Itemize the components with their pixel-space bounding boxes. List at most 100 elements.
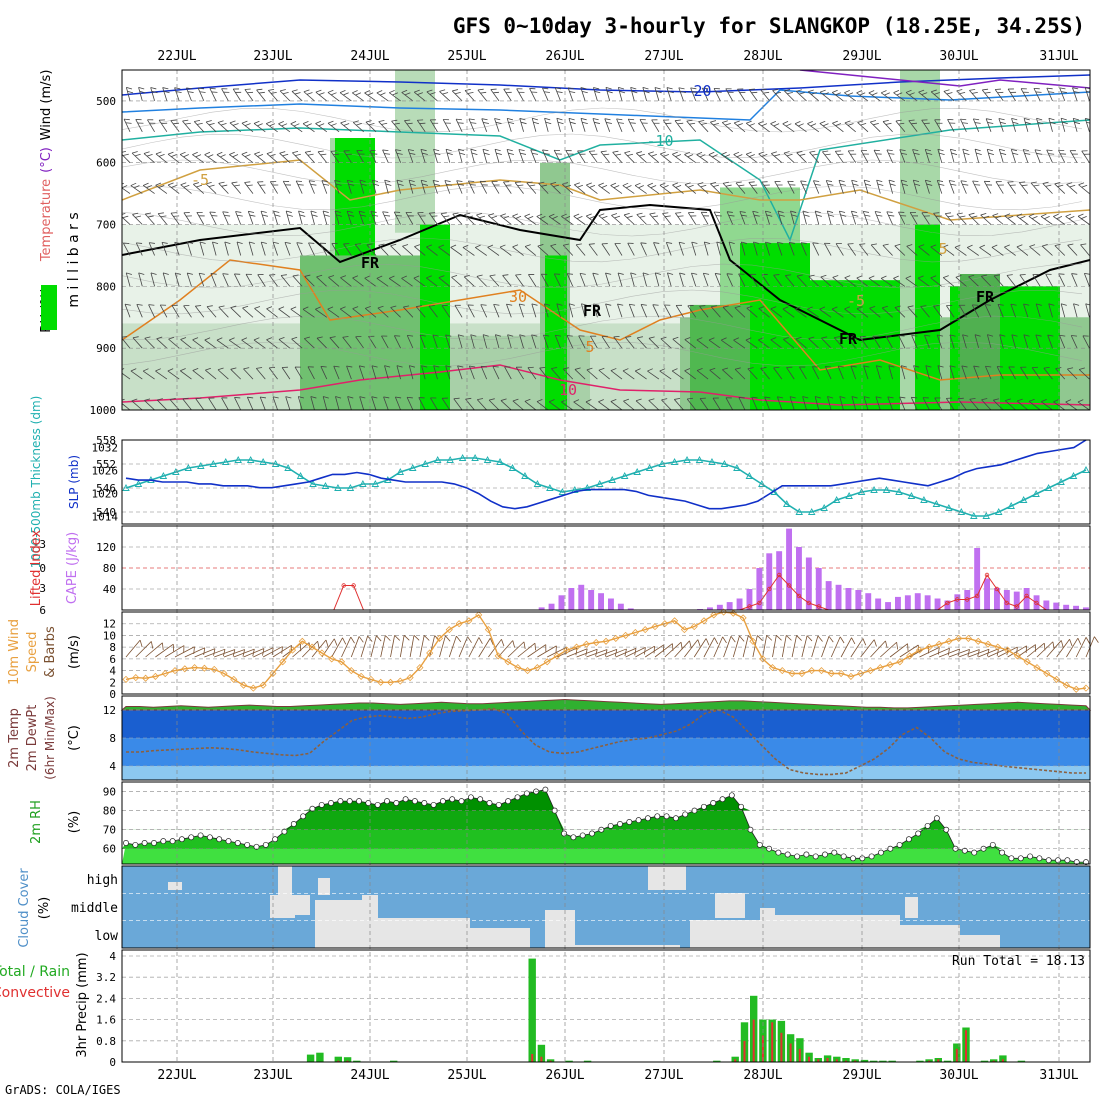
wind-barb [515,274,524,287]
barb-flag [569,303,575,306]
barb-staff [254,153,266,164]
thickness-point [733,464,741,471]
barb-flag [644,647,646,655]
rh-point [1083,859,1089,866]
barb-staff [1006,275,1016,287]
barb-staff [671,370,684,380]
barb-staff [921,212,930,225]
cape-bar [984,578,990,610]
wind-barb [527,366,537,380]
wind-barb [364,306,377,318]
barb-flag [480,304,487,306]
barb-staff [696,370,709,380]
barb-staff [900,179,906,194]
barb-flag [217,367,224,371]
wind-barb [529,88,538,102]
wind-barb [528,274,537,287]
lifted-index-point [965,597,970,602]
wind-barb [969,88,979,102]
barb-flag [885,122,892,125]
barb-staff [733,154,746,164]
wind-barb [382,211,391,225]
precip-total-bar [390,1060,398,1062]
barb-staff [494,149,500,163]
barb-flag [569,91,576,94]
barb-staff [788,242,795,256]
wind-barb [699,305,709,318]
barb-flag [270,181,277,183]
barb-flag [750,273,757,275]
wind-barb [986,334,994,349]
cape-tick-label: 120 [96,541,116,554]
barb-staff [218,183,229,194]
wind-barb [161,242,168,256]
wind-barb [155,368,168,380]
wind-barb [404,119,414,133]
barb-flag [947,648,950,656]
wind-barb [735,181,746,194]
barb-flag [912,215,919,217]
wind-barb [972,180,981,194]
barb-staff [125,87,131,102]
surface-wind-barb [390,635,401,658]
wind-barb [339,90,352,102]
precip-convective-bar [789,1043,792,1062]
thickness-point [1019,496,1028,503]
barb-staff [625,337,635,349]
wind-barb [1058,273,1066,287]
thickness-point [845,492,853,499]
barb-staff [796,152,807,163]
wind-speed-point [651,623,659,631]
wind-barb [489,274,500,287]
barb-staff [784,90,795,102]
barb-flag [675,184,682,188]
rh-point [896,841,903,848]
barb-staff [839,396,844,410]
barb-staff [782,123,795,133]
barb-flag [582,121,588,125]
barb-staff [942,246,955,256]
surface-wind-barb [781,635,792,658]
barb-flag [199,241,206,244]
wind-speed-point [984,640,992,648]
barb-staff [908,120,918,133]
wind-barb [515,366,524,380]
ylabel-minmax: (6hr Min/Max) [43,696,57,780]
barb-flag [539,216,546,220]
barb-flag [307,153,314,156]
barb-staff [758,308,770,318]
barb-flag [687,154,694,158]
barb-staff [512,215,524,225]
wind-barb [640,242,647,256]
wind-barb [686,119,697,133]
barb-staff [911,335,918,349]
barb-staff [542,87,549,102]
wind-barb [476,212,487,225]
barb-flag [333,638,338,646]
wind-speed-point [122,675,130,683]
barb-flag [689,640,692,648]
surface-wind-barb [409,635,420,658]
barb-flag [232,123,239,126]
wind-barb [623,212,635,225]
wind-barb [376,90,389,102]
barb-flag [1007,181,1014,183]
barb-flag [316,274,323,278]
barb-staff [870,640,886,658]
barb-flag [453,397,460,400]
barb-flag [505,184,512,186]
barb-staff [876,179,881,194]
barb-staff [1053,401,1066,410]
wind-barb [659,182,672,194]
barb-flag [908,119,915,122]
wind-barb [1085,303,1090,318]
barb-flag [888,179,895,183]
wind-barb [242,305,254,318]
rh-point [775,849,782,856]
surface-wind-barb [507,641,526,658]
barb-staff [519,334,524,349]
barb-flag [874,149,880,152]
barb-flag [1069,639,1073,647]
wind-barb [162,272,169,287]
barb-flag [815,210,821,213]
